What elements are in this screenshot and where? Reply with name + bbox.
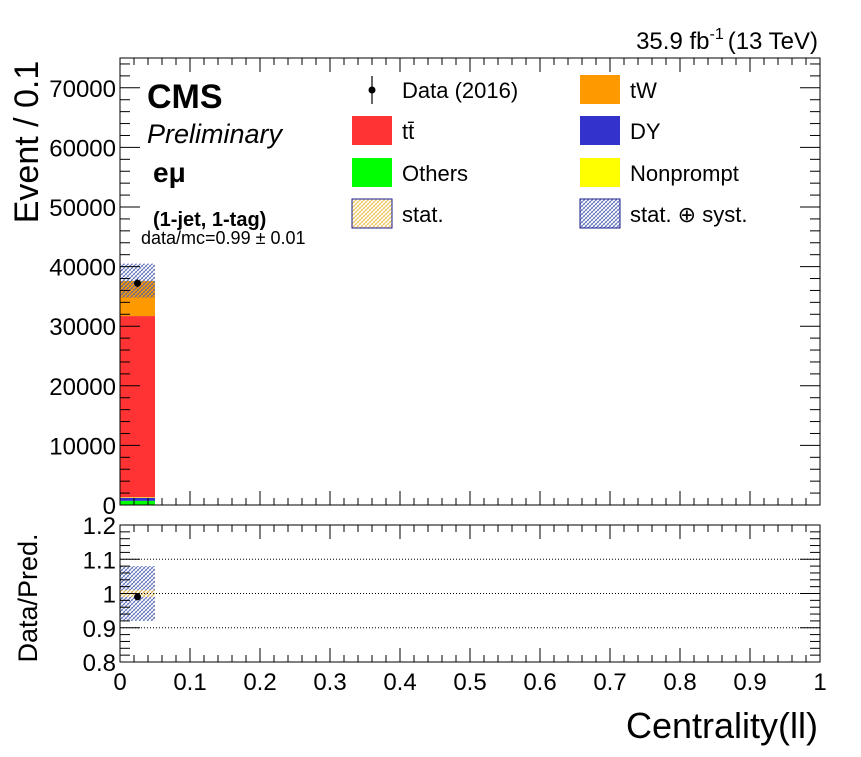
legend-entry-ttbar: tt̄	[352, 116, 414, 145]
ratio-y-axis-title: Data/Pred.	[13, 533, 43, 662]
ratio-y-tick-label: 1.1	[83, 547, 116, 574]
legend-swatch-dy	[580, 116, 620, 145]
y-tick-label: 70000	[49, 76, 116, 103]
stack-bar-others	[120, 500, 155, 505]
legend-swatch-stat	[351, 198, 393, 229]
stack-bar-dy	[120, 497, 155, 501]
x-tick-label: 0.5	[453, 669, 486, 696]
x-tick-label: 0.8	[663, 669, 696, 696]
category-label: (1-jet, 1-tag)	[153, 209, 266, 231]
x-tick-label: 1	[813, 669, 826, 696]
legend-entry-dy: DY	[580, 116, 661, 145]
legend-swatch-nonprompt	[580, 158, 620, 187]
legend-entry-stat: stat.	[351, 198, 444, 229]
x-tick-label: 0.1	[173, 669, 206, 696]
lumi-label: 35.9 fb-1 (13 TeV)	[636, 26, 818, 55]
ratio-y-tick-label: 0.9	[83, 616, 116, 643]
stack-bar-nonprompt	[120, 497, 155, 498]
legend-label: Nonprompt	[630, 161, 739, 186]
y-tick-label: 40000	[49, 255, 116, 282]
legend-entry-syst: stat. ⊕ syst.	[579, 198, 747, 229]
legend-entry-others: Others	[352, 158, 468, 187]
legend-label: Others	[402, 161, 468, 186]
cms-label: CMS	[147, 78, 223, 116]
legend-label: Data (2016)	[402, 78, 518, 103]
x-tick-label: 0.4	[383, 669, 416, 696]
legend-swatch-others	[352, 158, 392, 187]
legend-swatch-ttbar	[352, 116, 392, 145]
data-mc-ratio-label: data/mc=0.99 ± 0.01	[141, 228, 306, 248]
legend-swatch-syst	[579, 198, 621, 229]
y-tick-label: 50000	[49, 195, 116, 222]
legend-label: tt̄	[402, 119, 414, 144]
legend-label: stat. ⊕ syst.	[630, 202, 747, 227]
y-axis-title: Event / 0.1	[8, 61, 46, 224]
x-tick-label: 0.2	[243, 669, 276, 696]
stack-bar-ttbar	[120, 316, 155, 498]
upper-plot: 0 10000 20000 30000 40000 50000 60000 70000	[49, 57, 821, 520]
y-tick-label: 60000	[49, 135, 116, 162]
preliminary-label: Preliminary	[147, 119, 284, 149]
x-tick-label: 0.6	[523, 669, 556, 696]
legend-label: stat.	[402, 202, 444, 227]
data-point	[134, 279, 141, 287]
y-tick-label: 0	[103, 493, 116, 520]
x-tick-label: 0	[113, 669, 126, 696]
y-tick-label: 10000	[49, 433, 116, 460]
ratio-y-tick-label: 1.2	[83, 513, 116, 540]
x-tick-label: 0.9	[733, 669, 766, 696]
legend: Data (2016) tW tt̄ DY Others Nonprompt stat. st…	[351, 75, 747, 229]
x-tick-label: 0.3	[313, 669, 346, 696]
x-axis-title: Centrality(ll)	[626, 705, 818, 746]
y-tick-label: 20000	[49, 374, 116, 401]
legend-entry-nonprompt: Nonprompt	[580, 158, 739, 187]
channel-label: eμ	[153, 157, 186, 188]
ratio-y-tick-label: 0.8	[83, 650, 116, 677]
ratio-y-tick-label: 1	[103, 582, 116, 609]
legend-entry-tw: tW	[580, 75, 657, 104]
legend-label: DY	[630, 119, 661, 144]
legend-entry-data: Data (2016)	[368, 76, 518, 104]
legend-label: tW	[630, 78, 657, 103]
ratio-plot: 0.8 0.9 1 1.1 1.2 0 0.1 0.2 0.3 0.4 0.5 0.6 0.7 0.8 0.…	[83, 513, 827, 696]
legend-swatch-tw	[580, 75, 620, 104]
y-tick-label: 30000	[49, 314, 116, 341]
legend-data-marker	[368, 86, 376, 94]
ratio-point	[134, 593, 141, 601]
x-tick-label: 0.7	[593, 669, 626, 696]
